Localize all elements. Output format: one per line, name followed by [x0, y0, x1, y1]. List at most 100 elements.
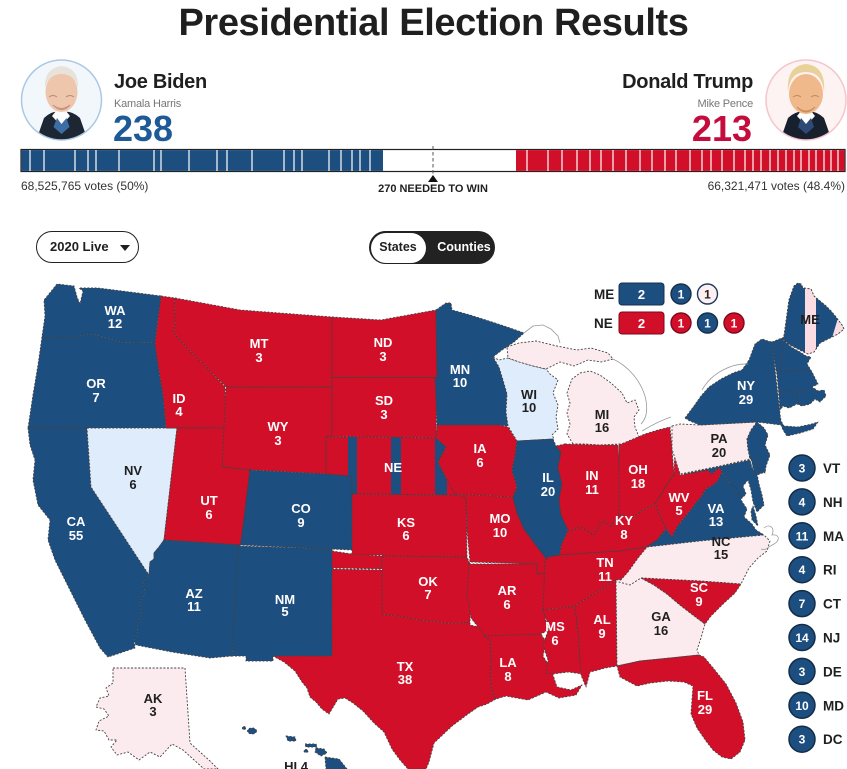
svg-text:PA: PA: [710, 431, 728, 446]
svg-text:DC: DC: [823, 732, 843, 747]
svg-text:4: 4: [799, 495, 806, 509]
svg-text:3: 3: [380, 407, 387, 422]
svg-text:3: 3: [255, 350, 262, 365]
svg-text:3: 3: [149, 704, 156, 719]
svg-text:AR: AR: [498, 583, 517, 598]
svg-text:13: 13: [709, 514, 723, 529]
svg-text:3: 3: [274, 433, 281, 448]
svg-text:WI: WI: [521, 387, 537, 402]
svg-text:16: 16: [595, 420, 609, 435]
svg-text:AZ: AZ: [185, 586, 202, 601]
svg-text:11: 11: [796, 529, 809, 543]
svg-text:9: 9: [598, 626, 605, 641]
svg-text:NY: NY: [737, 378, 755, 393]
svg-text:MA: MA: [823, 529, 844, 544]
svg-text:1: 1: [731, 317, 738, 331]
svg-text:9: 9: [695, 594, 702, 609]
svg-text:6: 6: [402, 528, 409, 543]
svg-text:5: 5: [281, 604, 288, 619]
svg-text:SC: SC: [690, 580, 709, 595]
svg-text:WV: WV: [669, 490, 690, 505]
svg-text:CO: CO: [291, 501, 311, 516]
svg-text:WA: WA: [105, 303, 127, 318]
svg-text:10: 10: [795, 699, 809, 713]
svg-text:6: 6: [129, 477, 136, 492]
svg-text:6: 6: [476, 455, 483, 470]
svg-text:ME: ME: [800, 312, 820, 327]
svg-text:VT: VT: [823, 461, 841, 476]
svg-text:OK: OK: [418, 574, 438, 589]
svg-text:1: 1: [704, 317, 711, 331]
svg-text:CT: CT: [823, 597, 842, 612]
svg-text:18: 18: [631, 476, 645, 491]
svg-text:FL: FL: [697, 688, 713, 703]
svg-text:3: 3: [379, 349, 386, 364]
svg-text:KS: KS: [397, 515, 415, 530]
svg-text:KY: KY: [615, 513, 633, 528]
svg-text:6: 6: [503, 597, 510, 612]
svg-text:7: 7: [92, 390, 99, 405]
svg-text:15: 15: [714, 547, 728, 562]
svg-text:1: 1: [678, 288, 685, 302]
svg-text:DE: DE: [823, 664, 842, 679]
svg-text:MI: MI: [595, 407, 609, 422]
svg-text:2: 2: [638, 316, 645, 331]
svg-text:11: 11: [187, 599, 201, 614]
svg-text:3: 3: [799, 462, 806, 476]
svg-text:10: 10: [453, 375, 467, 390]
svg-text:MS: MS: [545, 619, 565, 634]
svg-text:12: 12: [108, 316, 122, 331]
svg-text:IL: IL: [542, 470, 554, 485]
svg-text:TX: TX: [397, 659, 414, 674]
svg-text:2: 2: [638, 287, 645, 302]
svg-text:14: 14: [795, 631, 809, 645]
svg-text:NE: NE: [384, 460, 402, 475]
svg-text:NV: NV: [124, 463, 142, 478]
svg-text:CA: CA: [67, 514, 86, 529]
svg-text:20: 20: [712, 445, 726, 460]
svg-text:10: 10: [493, 525, 507, 540]
svg-text:10: 10: [522, 400, 536, 415]
svg-text:SD: SD: [375, 393, 393, 408]
svg-text:8: 8: [504, 669, 511, 684]
svg-text:16: 16: [654, 623, 668, 638]
svg-text:AL: AL: [593, 612, 610, 627]
svg-text:NC: NC: [712, 534, 731, 549]
svg-text:GA: GA: [651, 609, 671, 624]
svg-text:VA: VA: [707, 501, 725, 516]
svg-text:NM: NM: [275, 592, 295, 607]
svg-text:ND: ND: [374, 335, 393, 350]
svg-text:6: 6: [205, 507, 212, 522]
svg-text:1: 1: [704, 288, 711, 302]
svg-text:IN: IN: [586, 468, 599, 483]
svg-text:7: 7: [799, 597, 806, 611]
svg-text:9: 9: [297, 515, 304, 530]
svg-text:1: 1: [678, 317, 685, 331]
svg-text:8: 8: [620, 527, 627, 542]
svg-text:WY: WY: [268, 419, 289, 434]
svg-text:5: 5: [675, 503, 682, 518]
svg-text:11: 11: [598, 569, 612, 584]
svg-text:IA: IA: [474, 441, 488, 456]
svg-text:TN: TN: [596, 555, 613, 570]
svg-text:4: 4: [799, 563, 806, 577]
svg-text:11: 11: [585, 482, 599, 497]
svg-text:7: 7: [424, 587, 431, 602]
svg-text:4: 4: [175, 404, 183, 419]
svg-text:RI: RI: [823, 563, 837, 578]
svg-text:3: 3: [799, 733, 806, 747]
svg-text:6: 6: [551, 633, 558, 648]
svg-text:MO: MO: [490, 511, 511, 526]
svg-text:NH: NH: [823, 495, 843, 510]
svg-text:MT: MT: [250, 336, 269, 351]
svg-text:38: 38: [398, 672, 412, 687]
svg-text:UT: UT: [200, 493, 217, 508]
svg-text:29: 29: [739, 392, 753, 407]
svg-text:3: 3: [799, 665, 806, 679]
svg-text:AK: AK: [144, 691, 163, 706]
svg-text:MN: MN: [450, 362, 470, 377]
svg-text:ID: ID: [173, 391, 186, 406]
svg-text:LA: LA: [499, 655, 517, 670]
svg-text:OH: OH: [628, 462, 648, 477]
svg-text:NJ: NJ: [823, 631, 840, 646]
